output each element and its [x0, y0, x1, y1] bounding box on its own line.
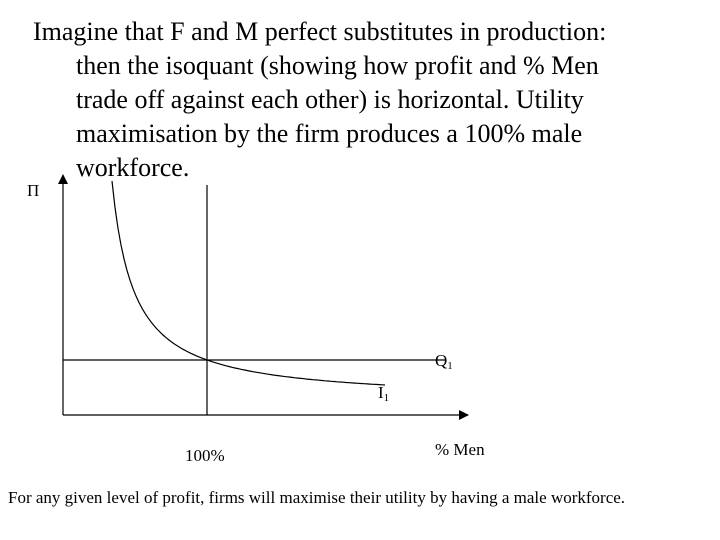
x-marker-label: 100% — [185, 446, 225, 465]
heading-line: then the isoquant (showing how profit an… — [76, 51, 599, 80]
label-subscript: 1 — [447, 360, 453, 372]
indifference-curve — [111, 180, 386, 386]
y-axis-label: Π — [27, 181, 39, 200]
x-axis-label: % Men — [435, 440, 485, 459]
heading-line: maximisation by the firm produces a 100%… — [76, 119, 582, 148]
label-text: Q — [435, 351, 447, 370]
heading-line: workforce. — [76, 153, 189, 182]
heading-line: trade off against each other) is horizon… — [76, 85, 584, 114]
label-subscript: 1 — [384, 392, 390, 404]
indifference-label: I1 — [378, 383, 389, 404]
isoquant-label: Q1 — [435, 351, 453, 372]
footer: For any given level of profit, firms wil… — [8, 488, 625, 507]
label-text: I — [378, 383, 384, 402]
heading-line: Imagine that F and M perfect substitutes… — [33, 17, 606, 46]
